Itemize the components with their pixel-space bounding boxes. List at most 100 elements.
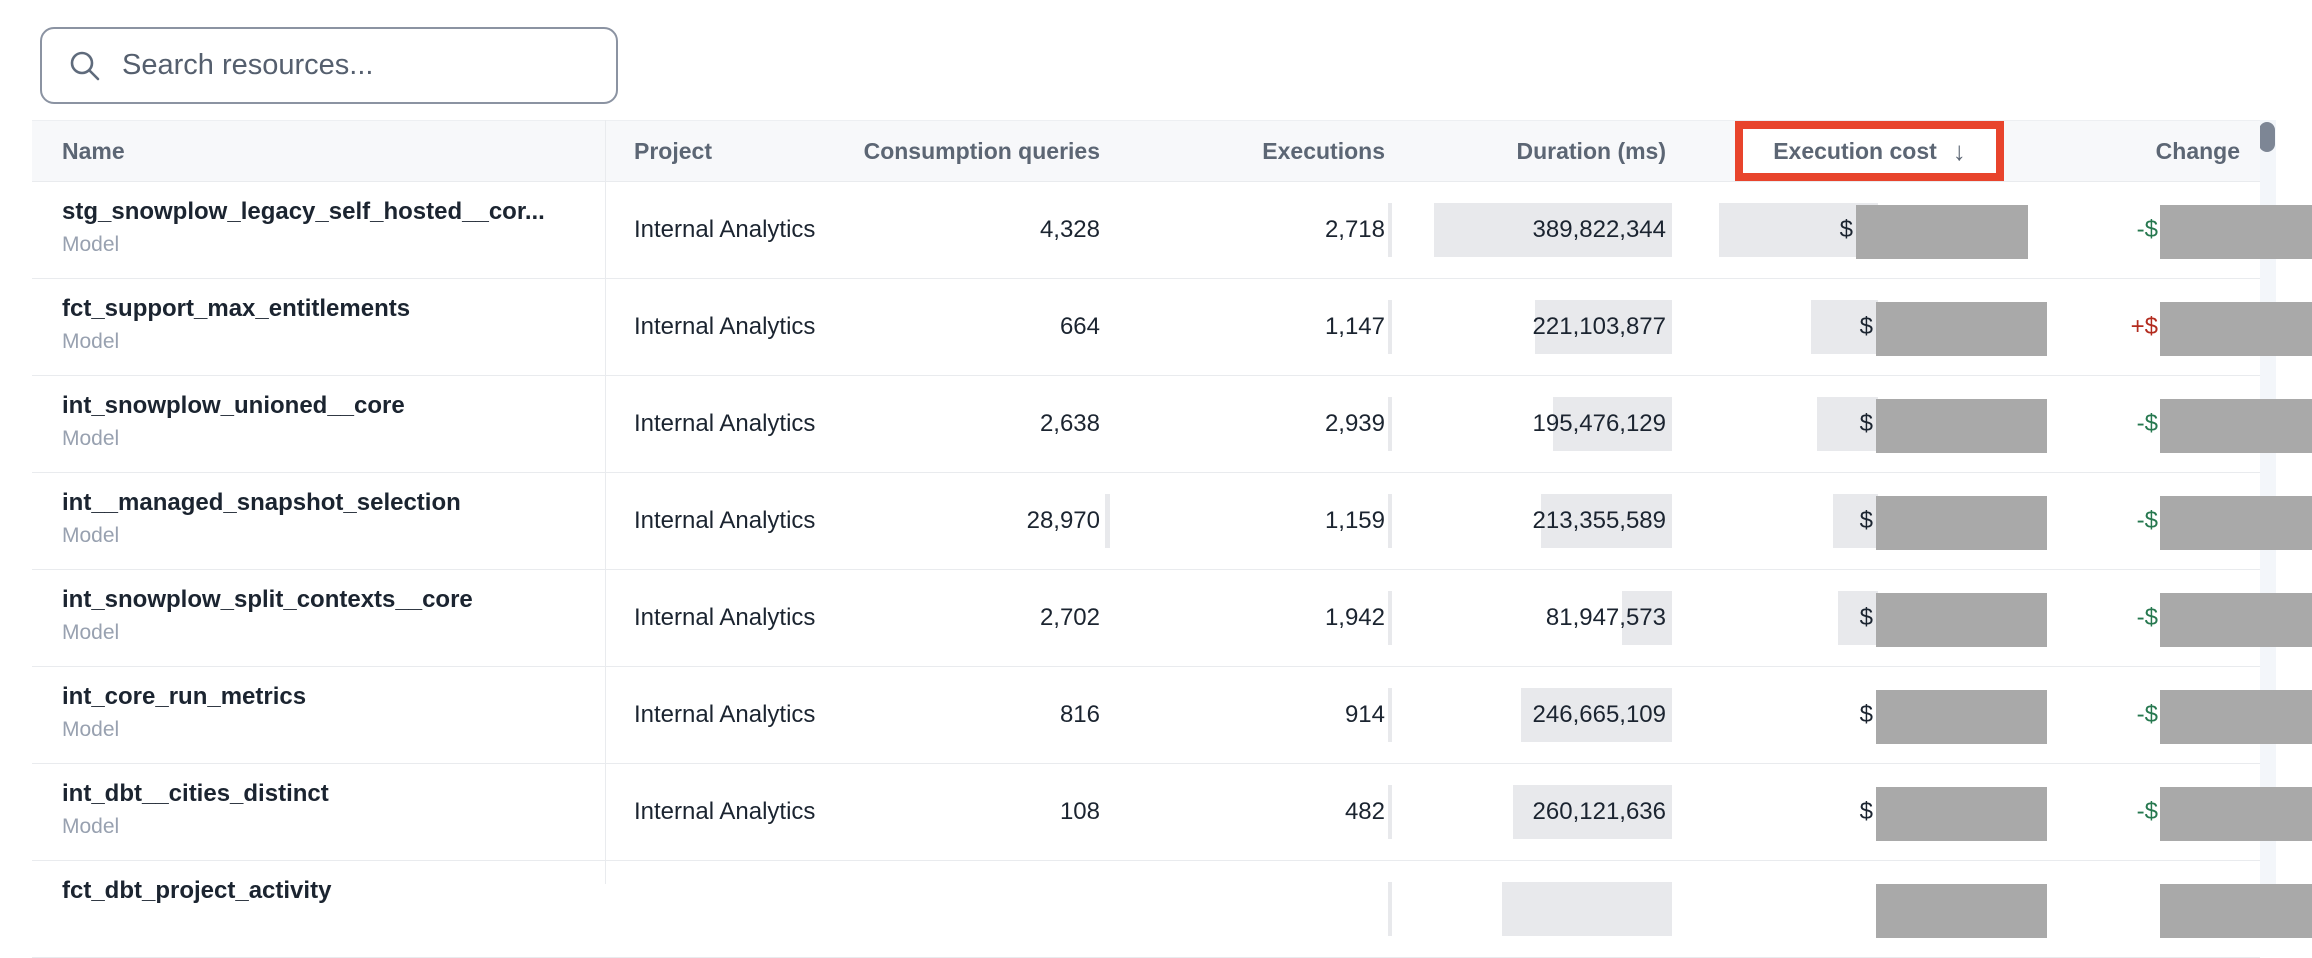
executions-cell: 2,718 — [1324, 216, 1385, 243]
cost-dollar: $ — [1859, 701, 1873, 728]
cost-dollar: $ — [1859, 410, 1873, 437]
project-cell: Internal Analytics — [634, 798, 816, 825]
consumption-cell: 28,970 — [1026, 507, 1100, 534]
table-row[interactable]: int_snowplow_split_contexts__core Model … — [32, 570, 2312, 667]
duration-cell: 389,822,344 — [1532, 216, 1666, 243]
resource-name[interactable]: int__managed_snapshot_selection — [62, 489, 461, 516]
executions-cell: 1,147 — [1324, 313, 1385, 340]
change-sign: -$ — [2136, 410, 2158, 437]
resource-name[interactable]: int_dbt__cities_distinct — [62, 780, 329, 807]
executions-cell: 1,159 — [1324, 507, 1385, 534]
duration-cell: 246,665,109 — [1532, 701, 1666, 728]
executions-bar — [1388, 300, 1392, 354]
header-consumption-queries[interactable]: Consumption queries — [863, 138, 1100, 164]
cost-bar — [1838, 591, 1878, 645]
resource-type: Model — [62, 330, 120, 353]
consumption-cell: 4,328 — [1039, 216, 1100, 243]
change-redaction-box — [2160, 787, 2312, 841]
resource-name[interactable]: stg_snowplow_legacy_self_hosted__cor... — [62, 198, 545, 225]
project-cell: Internal Analytics — [634, 410, 816, 437]
change-sign: +$ — [2130, 313, 2158, 340]
executions-cell: 1,942 — [1324, 604, 1385, 631]
cost-redaction-box — [1876, 399, 2047, 453]
cost-bar — [1719, 203, 1878, 257]
project-cell: Internal Analytics — [634, 216, 816, 243]
executions-cell: 2,939 — [1324, 410, 1385, 437]
resource-name[interactable]: fct_dbt_project_activity — [62, 877, 332, 904]
duration-cell: 195,476,129 — [1532, 410, 1666, 437]
change-redaction-box — [2160, 496, 2312, 550]
cost-dollar: $ — [1859, 798, 1873, 825]
table-row[interactable]: stg_snowplow_legacy_self_hosted__cor... … — [32, 182, 2312, 279]
cost-redaction-box — [1876, 690, 2047, 744]
executions-bar — [1388, 494, 1392, 548]
table-body: stg_snowplow_legacy_self_hosted__cor... … — [32, 182, 2312, 958]
cost-redaction-box — [1876, 884, 2047, 938]
search-icon — [70, 51, 100, 80]
search-placeholder: Search resources... — [122, 49, 374, 81]
table-row[interactable]: fct_support_max_entitlements Model Inter… — [32, 279, 2312, 376]
cost-redaction-box — [1876, 593, 2047, 647]
table-row[interactable]: int_snowplow_unioned__core Model Interna… — [32, 376, 2312, 473]
vertical-scrollbar-thumb[interactable] — [2259, 122, 2275, 152]
consumption-cell: 108 — [1059, 798, 1100, 825]
table-row[interactable]: int__managed_snapshot_selection Model In… — [32, 473, 2312, 570]
cost-dollar: $ — [1839, 216, 1853, 243]
executions-bar — [1388, 397, 1392, 451]
table-row[interactable]: int_dbt__cities_distinct Model Internal … — [32, 764, 2312, 861]
column-divider — [605, 120, 606, 884]
change-redaction-box — [2160, 399, 2312, 453]
resource-type: Model — [62, 427, 120, 450]
duration-bar — [1622, 591, 1672, 645]
resources-table: Name Project Consumption queries Executi… — [32, 120, 2312, 958]
duration-bar — [1541, 494, 1672, 548]
resource-type: Model — [62, 524, 120, 547]
duration-cell: 213,355,589 — [1532, 507, 1666, 534]
duration-bar — [1553, 397, 1672, 451]
consumption-cell: 816 — [1059, 701, 1100, 728]
resource-name[interactable]: fct_support_max_entitlements — [62, 295, 411, 322]
change-sign: -$ — [2136, 798, 2158, 825]
cost-dollar: $ — [1859, 604, 1873, 631]
resource-name[interactable]: int_snowplow_unioned__core — [62, 392, 405, 419]
consumption-cell: 664 — [1059, 313, 1100, 340]
header-name[interactable]: Name — [62, 138, 125, 164]
search-box[interactable]: Search resources... — [40, 27, 618, 104]
table-header: Name Project Consumption queries Executi… — [32, 120, 2260, 182]
cost-bar — [1817, 397, 1878, 451]
duration-bar — [1513, 785, 1672, 839]
change-redaction-box — [2160, 884, 2312, 938]
sort-descending-icon[interactable]: ↓ — [1952, 135, 1966, 166]
cost-bar — [1833, 494, 1878, 548]
executions-bar — [1388, 591, 1392, 645]
change-redaction-box — [2160, 205, 2312, 259]
execution-cost-highlight-box: Execution cost ↓ — [1735, 121, 2004, 181]
header-duration[interactable]: Duration (ms) — [1516, 138, 1667, 164]
cost-dollar: $ — [1859, 313, 1873, 340]
executions-bar — [1388, 882, 1392, 936]
cost-bar — [1811, 300, 1878, 354]
resource-type: Model — [62, 233, 120, 256]
duration-bar — [1434, 203, 1672, 257]
executions-cell: 914 — [1344, 701, 1385, 728]
project-cell: Internal Analytics — [634, 701, 816, 728]
consumption-cell: 2,638 — [1039, 410, 1100, 437]
resource-type: Model — [62, 718, 120, 741]
resource-name[interactable]: int_core_run_metrics — [62, 683, 307, 710]
header-execution-cost[interactable]: Execution cost — [1773, 137, 1937, 164]
change-sign: -$ — [2136, 701, 2158, 728]
duration-cell: 221,103,877 — [1532, 313, 1666, 340]
header-executions[interactable]: Executions — [1262, 138, 1385, 164]
header-project[interactable]: Project — [634, 138, 712, 164]
table-row[interactable]: fct_dbt_project_activity — [32, 861, 2312, 958]
change-redaction-box — [2160, 302, 2312, 356]
resource-name[interactable]: int_snowplow_split_contexts__core — [62, 586, 473, 613]
table-row[interactable]: int_core_run_metrics Model Internal Anal… — [32, 667, 2312, 764]
project-cell: Internal Analytics — [634, 313, 816, 340]
duration-bar — [1502, 882, 1672, 936]
resource-type: Model — [62, 621, 120, 644]
executions-bar — [1388, 785, 1392, 839]
duration-bar — [1521, 688, 1672, 742]
header-change[interactable]: Change — [2155, 138, 2240, 164]
change-redaction-box — [2160, 690, 2312, 744]
